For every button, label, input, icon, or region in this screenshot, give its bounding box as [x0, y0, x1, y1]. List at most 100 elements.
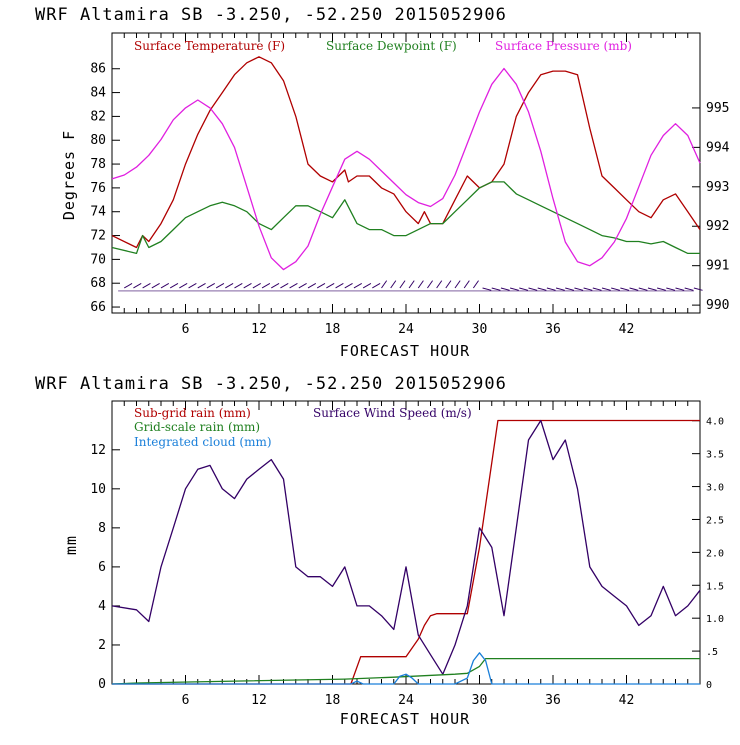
wind-barb	[519, 287, 529, 291]
wind-barb	[417, 280, 424, 289]
y2-tick-label: .5	[706, 647, 718, 658]
y2-tick-label: 3.0	[706, 483, 724, 494]
wind-barb	[372, 283, 381, 289]
series-grid-scale-rain-mm	[111, 657, 700, 685]
wind-barb	[601, 287, 611, 291]
y2-tick-label: 4.0	[706, 417, 724, 428]
wind-barb	[142, 283, 151, 289]
wind-barb	[188, 283, 197, 289]
y-tick-label: 78	[90, 157, 106, 172]
panel2-y-axis-label: mm	[62, 535, 80, 555]
legend-surface-temperature: Surface Temperature (F)	[134, 39, 285, 53]
y-tick-label: 70	[90, 252, 106, 267]
panel2-series	[111, 419, 701, 685]
y-tick-label: 12	[90, 443, 106, 458]
y-tick-label: 82	[90, 109, 106, 124]
wind-barb	[463, 280, 470, 289]
wind-barb	[436, 280, 443, 289]
wind-barb	[390, 280, 397, 289]
wind-barb	[124, 283, 133, 289]
wind-barb	[197, 283, 206, 289]
panel1-series	[111, 56, 701, 271]
panel-precipitation: WRF Altamira SB -3.250, -52.250 20150529…	[35, 374, 724, 728]
wind-barb	[482, 287, 492, 291]
x-tick-label: 36	[545, 693, 561, 708]
panel1-x-ticks: 6 12 18 24 30 36 42	[123, 33, 689, 337]
panel2-y2-ticks: 0 .5 1.0 1.5 2.0 2.5 3.0 3.5 4.0	[692, 417, 724, 691]
wind-barb	[261, 283, 271, 289]
wind-barb	[693, 287, 703, 291]
panel2-x-axis-label: FORECAST HOUR	[340, 710, 470, 728]
legend-grid-scale-rain: Grid-scale rain (mm)	[134, 420, 260, 434]
y2-tick-label: 2.5	[706, 515, 724, 526]
legend-subgrid-rain: Sub-grid rain (mm)	[134, 406, 251, 420]
y2-tick-label: 990	[706, 298, 729, 313]
panel1-x-axis-label: FORECAST HOUR	[340, 342, 470, 360]
y2-tick-label: 991	[706, 259, 729, 274]
wind-barb	[234, 283, 243, 289]
y-tick-label: 6	[98, 560, 106, 575]
wind-barb	[326, 283, 335, 289]
wind-barb	[537, 287, 547, 291]
wind-barb	[638, 287, 648, 291]
wind-barb	[151, 283, 160, 289]
panel2-header: WRF Altamira SB -3.250, -52.250 20150529…	[35, 374, 507, 394]
wind-barb	[611, 287, 621, 291]
y-tick-label: 4	[98, 599, 106, 614]
y-tick-label: 72	[90, 229, 106, 244]
series-surface-wind-speed-m-s	[111, 419, 701, 675]
wind-barb	[133, 283, 142, 289]
wind-barb	[316, 283, 326, 289]
y2-tick-label: 2.0	[706, 548, 724, 559]
wind-barb	[565, 287, 575, 291]
wind-barb	[252, 283, 261, 289]
x-tick-label: 24	[398, 322, 414, 337]
wind-barb	[546, 287, 556, 291]
wind-barb	[381, 280, 388, 289]
wind-barb	[298, 283, 307, 289]
wind-barbs	[118, 280, 703, 292]
panel2-y-ticks: 0 2 4 6 8 10 12	[90, 443, 120, 692]
series-surface-temperature-f	[111, 56, 701, 249]
y2-tick-label: 0	[706, 680, 712, 691]
wind-barb	[399, 280, 406, 289]
wind-barb	[160, 283, 170, 289]
y2-tick-label: 994	[706, 140, 730, 155]
wind-barb	[491, 287, 501, 291]
x-tick-label: 42	[619, 693, 635, 708]
y-tick-label: 68	[90, 276, 106, 291]
x-tick-label: 30	[472, 322, 488, 337]
wind-barb	[675, 287, 685, 291]
panel-temperature: WRF Altamira SB -3.250, -52.250 20150529…	[35, 5, 730, 360]
wind-barb	[206, 283, 215, 289]
y-tick-label: 74	[90, 205, 106, 220]
wind-barb	[620, 287, 630, 291]
series-surface-pressure-mb	[111, 67, 701, 271]
y2-tick-label: 992	[706, 219, 729, 234]
wind-barb	[629, 287, 639, 291]
y-tick-label: 66	[90, 300, 106, 315]
panel1-y2-ticks: 990 991 992 993 994 995	[692, 101, 730, 313]
wind-barb	[307, 283, 317, 289]
wind-barb	[454, 280, 461, 289]
wind-barb	[344, 283, 353, 289]
wind-barb	[555, 287, 565, 291]
wind-barb	[353, 283, 362, 289]
wind-barb	[225, 283, 234, 289]
y-tick-label: 8	[98, 521, 106, 536]
legend-surface-wind-speed: Surface Wind Speed (m/s)	[313, 406, 472, 420]
wind-barb	[270, 283, 280, 289]
wind-barb	[243, 283, 252, 289]
wind-barb	[509, 287, 519, 291]
wind-barb	[472, 280, 479, 289]
panel1-y-ticks: 66 68 70 72 74 76 78 80 82 84 86	[90, 62, 120, 315]
x-tick-label: 6	[182, 693, 190, 708]
x-tick-label: 6	[182, 322, 190, 337]
x-tick-label: 12	[251, 693, 267, 708]
y2-tick-label: 1.5	[706, 581, 724, 592]
x-tick-label: 36	[545, 322, 561, 337]
x-tick-label: 12	[251, 322, 267, 337]
x-tick-label: 30	[472, 693, 488, 708]
